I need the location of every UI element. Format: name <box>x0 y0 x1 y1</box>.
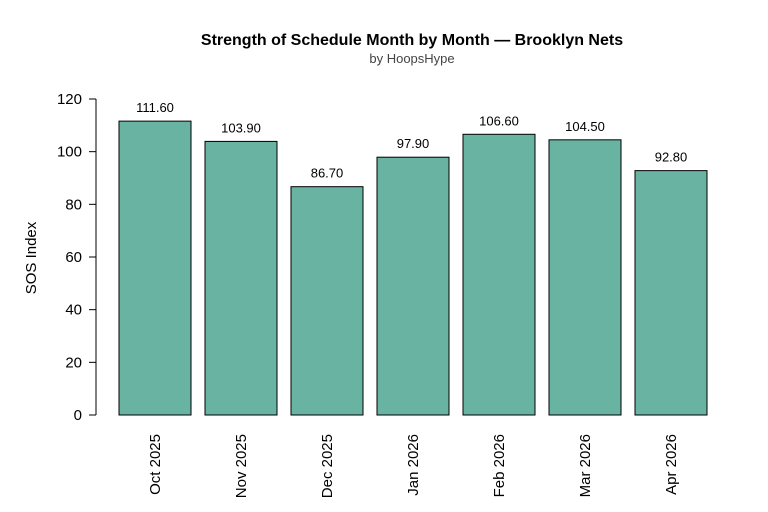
bar-value-label: 103.90 <box>221 120 261 135</box>
bar-value-label: 106.60 <box>479 113 519 128</box>
bar <box>118 120 192 416</box>
bar-value-label: 104.50 <box>565 119 605 134</box>
x-tick-label: Oct 2025 <box>147 434 164 495</box>
bar-value-label: 97.90 <box>397 136 430 151</box>
y-tick-label: 60 <box>65 249 82 266</box>
bar-value-label: 92.80 <box>655 150 688 165</box>
x-tick-label: Mar 2026 <box>577 434 594 497</box>
y-tick-label: 20 <box>65 354 82 371</box>
bar-value-label: 111.60 <box>136 100 174 115</box>
x-tick-label: Dec 2025 <box>319 434 336 498</box>
y-tick-label: 100 <box>57 144 82 161</box>
bars: 111.60 103.90 86.70 97.90 106.60 104.50 92.80 <box>118 100 708 416</box>
bar <box>462 133 536 416</box>
bar <box>376 156 450 416</box>
bar <box>204 140 278 416</box>
y-tick-label: 0 <box>74 407 82 424</box>
y-tick-label: 80 <box>65 196 82 213</box>
chart-subtitle: by HoopsHype <box>369 51 454 66</box>
bar <box>290 186 364 416</box>
chart-title: Strength of Schedule Month by Month — Br… <box>201 32 623 49</box>
y-tick-label: 120 <box>57 91 82 108</box>
bar-value-label: 86.70 <box>311 166 344 181</box>
y-tick-label: 40 <box>65 302 82 319</box>
x-axis: Oct 2025 Nov 2025 Dec 2025 Jan 2026 Feb 2026… <box>147 434 680 498</box>
x-tick-label: Feb 2026 <box>491 434 508 497</box>
y-axis-label: SOS Index <box>23 221 40 294</box>
x-tick-label: Nov 2025 <box>233 434 250 498</box>
bar <box>634 170 708 416</box>
y-axis: 0 20 40 60 80 100 120 <box>57 91 97 424</box>
x-tick-label: Jan 2026 <box>405 434 422 496</box>
bar <box>548 139 622 416</box>
x-tick-label: Apr 2026 <box>663 434 680 495</box>
